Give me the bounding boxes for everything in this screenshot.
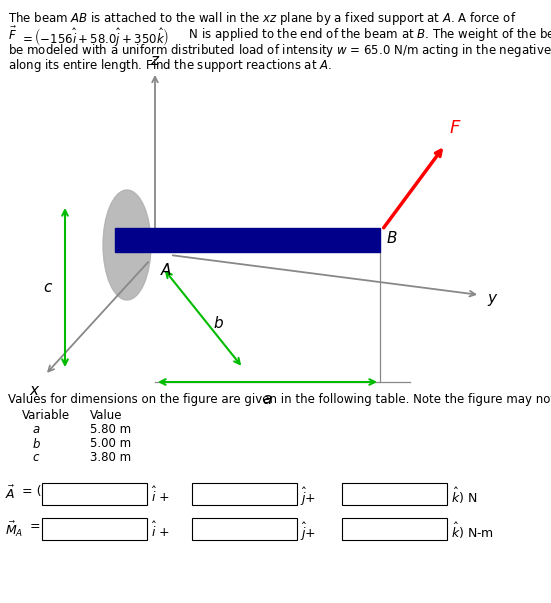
Text: $b$: $b$ xyxy=(32,437,41,451)
Text: $b$: $b$ xyxy=(213,315,224,331)
Text: $= \left(- 156\hat{i} + 58.0\hat{j} + 350\hat{k}\right)$: $= \left(- 156\hat{i} + 58.0\hat{j} + 35… xyxy=(20,26,169,48)
Text: 3.80 m: 3.80 m xyxy=(90,451,131,464)
Text: Values for dimensions on the figure are given in the following table. Note the f: Values for dimensions on the figure are … xyxy=(8,393,551,406)
Text: N is applied to the end of the beam at $B$. The weight of the beam can: N is applied to the end of the beam at $… xyxy=(185,26,551,43)
Text: be modeled with a uniform distributed load of intensity $w$ = 65.0 N/m acting in: be modeled with a uniform distributed lo… xyxy=(8,42,551,59)
Text: $y$: $y$ xyxy=(487,292,499,308)
Text: $\vec{A}$: $\vec{A}$ xyxy=(5,485,15,502)
Text: $\vec{M}_A$: $\vec{M}_A$ xyxy=(5,520,23,539)
Text: along its entire length. Find the support reactions at $A$.: along its entire length. Find the suppor… xyxy=(8,57,332,74)
Bar xyxy=(115,228,380,252)
Text: $a$: $a$ xyxy=(262,392,273,407)
Text: $z$: $z$ xyxy=(150,53,160,68)
Text: $c$: $c$ xyxy=(43,280,53,295)
Text: $\hat{i}$ +: $\hat{i}$ + xyxy=(151,486,170,505)
Text: $\vec{F}$: $\vec{F}$ xyxy=(8,26,17,43)
Text: Variable: Variable xyxy=(22,409,70,422)
Bar xyxy=(192,483,297,505)
Text: $\hat{i}$ +: $\hat{i}$ + xyxy=(151,521,170,540)
Bar xyxy=(342,518,447,540)
Text: $x$: $x$ xyxy=(29,383,41,398)
Text: The beam $AB$ is attached to the wall in the $xz$ plane by a fixed support at $A: The beam $AB$ is attached to the wall in… xyxy=(8,10,516,27)
Text: $B$: $B$ xyxy=(386,230,397,246)
Text: Value: Value xyxy=(90,409,122,422)
Bar xyxy=(192,518,297,540)
Text: $\hat{j}$+: $\hat{j}$+ xyxy=(300,521,316,543)
Text: = (: = ( xyxy=(30,520,50,533)
Bar xyxy=(42,518,147,540)
Text: $\hat{k}$) N-m: $\hat{k}$) N-m xyxy=(451,521,494,541)
Text: $c$: $c$ xyxy=(32,451,40,464)
Text: $\hat{j}$+: $\hat{j}$+ xyxy=(300,486,316,508)
Bar xyxy=(342,483,447,505)
Text: $F$: $F$ xyxy=(449,119,462,137)
Text: 5.80 m: 5.80 m xyxy=(90,423,131,436)
Ellipse shape xyxy=(103,190,151,300)
Text: 5.00 m: 5.00 m xyxy=(90,437,131,450)
Text: $a$: $a$ xyxy=(32,423,40,436)
Bar xyxy=(42,483,147,505)
Text: = (: = ( xyxy=(22,485,41,498)
Text: $\hat{k}$) N: $\hat{k}$) N xyxy=(451,486,477,506)
Text: $A$: $A$ xyxy=(160,262,172,278)
